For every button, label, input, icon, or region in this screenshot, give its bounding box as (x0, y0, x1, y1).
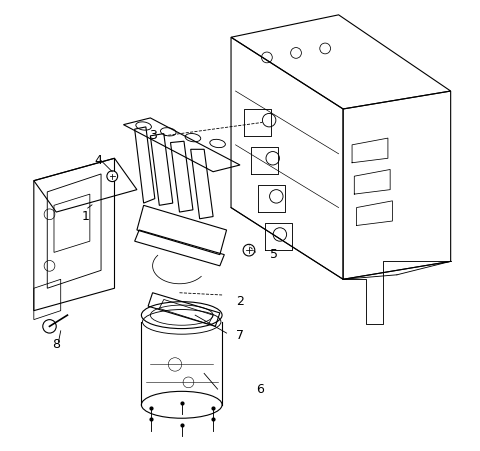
Text: 2: 2 (236, 295, 244, 308)
Text: 4: 4 (95, 154, 103, 167)
Circle shape (107, 171, 118, 182)
Text: 7: 7 (236, 329, 244, 342)
Text: 8: 8 (52, 338, 60, 351)
Text: 5: 5 (270, 248, 277, 261)
Text: 6: 6 (256, 382, 264, 396)
Circle shape (243, 244, 255, 256)
Text: 3: 3 (149, 129, 156, 143)
Text: 1: 1 (82, 210, 89, 223)
Circle shape (43, 320, 56, 333)
